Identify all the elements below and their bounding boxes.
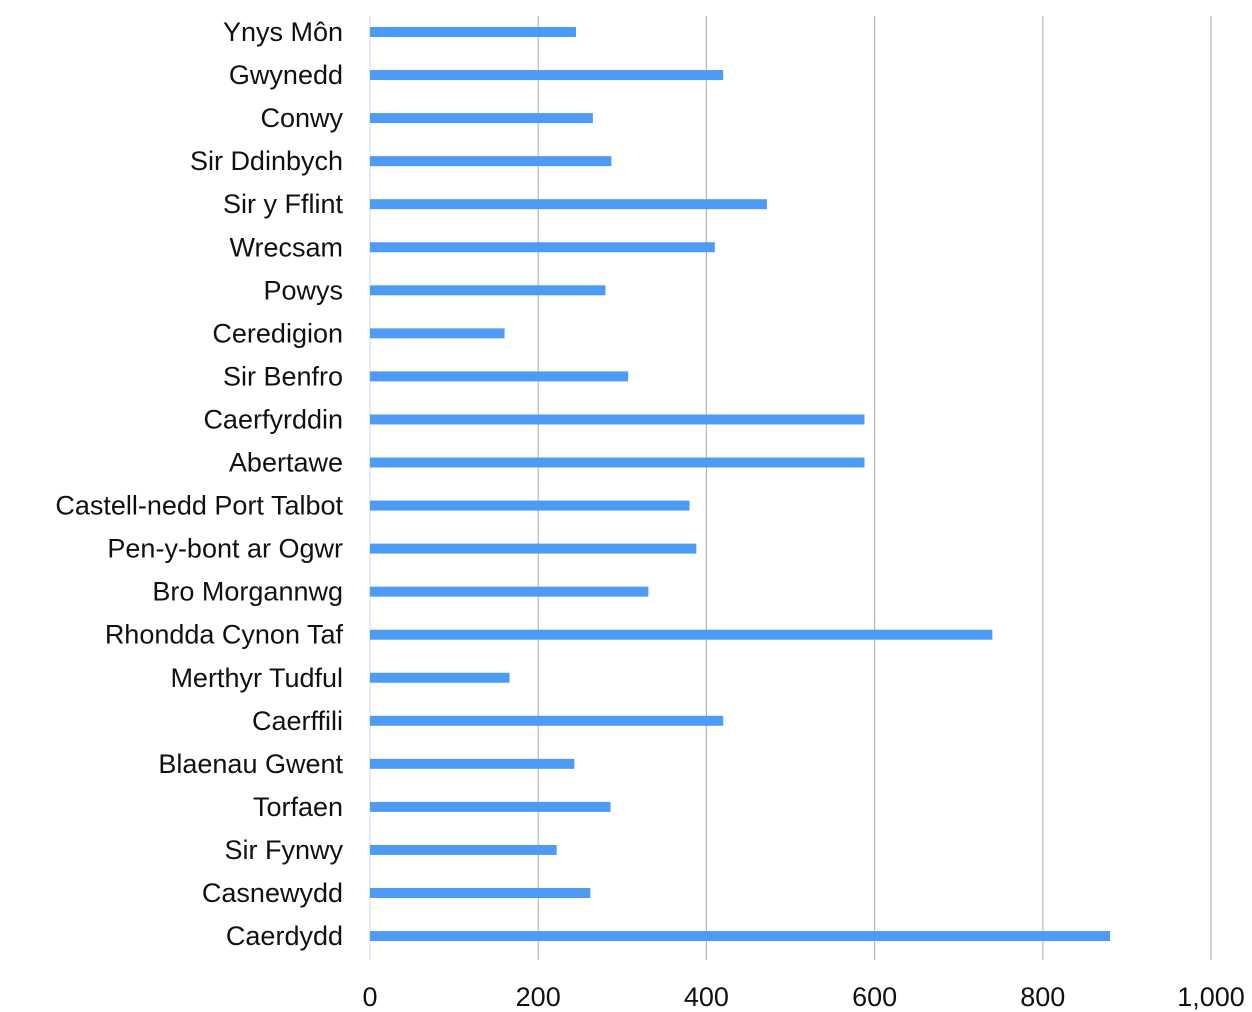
category-label: Rhondda Cynon Taf [105,620,344,650]
bar [370,715,724,726]
category-label: Powys [263,275,343,305]
category-label: Torfaen [253,792,343,822]
bar [370,500,690,511]
x-axis-tick-labels: 0 200 400 600 800 1,000 [362,982,1244,1012]
category-label: Merthyr Tudful [170,663,343,693]
category-label: Wrecsam [229,232,343,262]
bar [370,586,649,597]
category-labels: Ynys Môn Gwynedd Conwy Sir Ddinbych Sir y Ff… [55,17,343,951]
bar [370,242,715,253]
x-tick-label: 600 [852,982,897,1012]
bar [370,457,865,468]
x-tick-label: 0 [362,982,377,1012]
category-label: Gwynedd [229,60,343,90]
bar [370,844,557,855]
bar [370,328,505,339]
category-label: Caerdydd [226,921,343,951]
category-label: Caerffili [252,706,343,736]
category-label: Bro Morgannwg [152,577,343,607]
category-label: Sir Fynwy [224,835,343,865]
category-label: Abertawe [229,448,343,478]
category-label: Sir y Fflint [223,189,344,219]
category-label: Ynys Môn [223,17,343,47]
bar [370,199,767,210]
category-label: Caerfyrddin [203,404,343,434]
bar [370,801,611,812]
x-tick-label: 200 [516,982,561,1012]
category-label: Ceredigion [212,318,343,348]
bar [370,27,577,37]
bar [370,371,629,382]
bar [370,758,575,769]
bar [370,70,724,81]
bar [370,113,593,124]
bar [370,414,865,425]
bar [370,931,1111,942]
category-label: Conwy [260,103,343,133]
x-tick-label: 1,000 [1177,982,1245,1012]
category-label: Casnewydd [202,878,343,908]
bar [370,672,510,683]
bar [370,285,606,296]
bar [370,629,993,640]
bars [370,27,1111,942]
category-label: Pen-y-bont ar Ogwr [107,534,343,564]
bar [370,543,697,554]
category-label: Sir Ddinbych [190,146,343,176]
x-tick-label: 400 [684,982,729,1012]
bar [370,156,612,167]
bar [370,888,591,898]
category-label: Sir Benfro [223,361,343,391]
x-tick-label: 800 [1020,982,1065,1012]
category-label: Castell-nedd Port Talbot [55,491,343,521]
category-label: Blaenau Gwent [158,749,343,779]
